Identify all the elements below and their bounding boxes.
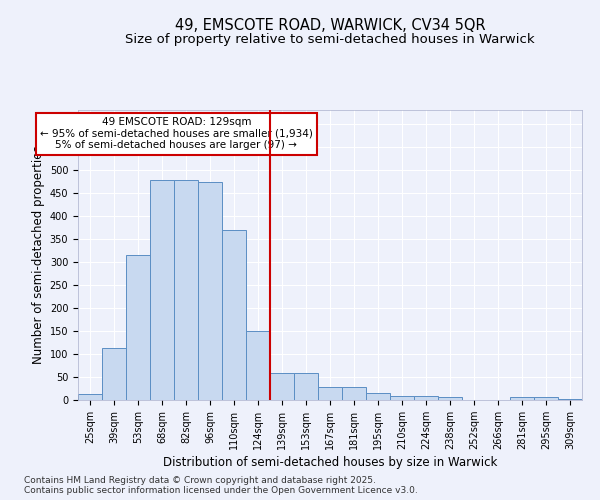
Bar [222, 230, 246, 400]
Text: Size of property relative to semi-detached houses in Warwick: Size of property relative to semi-detach… [125, 32, 535, 46]
Bar [558, 398, 582, 400]
Bar [318, 386, 342, 400]
Bar [270, 374, 294, 400]
Bar [366, 393, 390, 400]
Bar [390, 396, 414, 400]
Text: 49, EMSCOTE ROAD, WARWICK, CV34 5QR: 49, EMSCOTE ROAD, WARWICK, CV34 5QR [175, 18, 485, 32]
Bar [126, 255, 150, 400]
X-axis label: Distribution of semi-detached houses by size in Warwick: Distribution of semi-detached houses by … [163, 456, 497, 469]
Bar [534, 397, 558, 400]
Text: 49 EMSCOTE ROAD: 129sqm
← 95% of semi-detached houses are smaller (1,934)
5% of : 49 EMSCOTE ROAD: 129sqm ← 95% of semi-de… [40, 117, 313, 150]
Bar [510, 397, 534, 400]
Bar [294, 374, 318, 400]
Y-axis label: Number of semi-detached properties: Number of semi-detached properties [32, 146, 46, 364]
Bar [414, 396, 438, 400]
Bar [198, 182, 222, 400]
Bar [246, 331, 270, 400]
Bar [438, 397, 462, 400]
Bar [102, 348, 126, 400]
Bar [342, 386, 366, 400]
Text: Contains HM Land Registry data © Crown copyright and database right 2025.
Contai: Contains HM Land Registry data © Crown c… [24, 476, 418, 495]
Bar [150, 180, 174, 400]
Bar [174, 180, 198, 400]
Bar [78, 394, 102, 400]
